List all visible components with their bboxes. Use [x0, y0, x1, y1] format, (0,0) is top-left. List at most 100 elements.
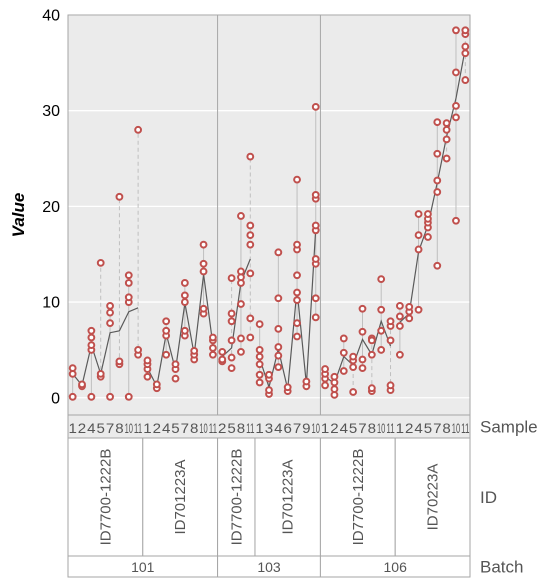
data-point — [68, 364, 77, 373]
sample-label: 5 — [424, 420, 433, 436]
data-point — [87, 341, 96, 350]
data-point — [180, 326, 189, 335]
sample-label: 2 — [78, 420, 87, 436]
sample-label: 11 — [246, 420, 255, 436]
data-point — [461, 26, 470, 35]
data-point — [162, 317, 171, 326]
id-cell — [217, 437, 256, 557]
data-point — [209, 350, 217, 359]
data-point — [227, 364, 236, 373]
data-point — [442, 125, 451, 134]
data-point — [358, 327, 367, 336]
data-point — [218, 347, 227, 356]
data-point — [461, 76, 470, 84]
sample-label: 1 — [255, 420, 264, 436]
data-point — [414, 210, 423, 218]
sample-label: 1 — [143, 420, 152, 436]
data-point — [199, 304, 208, 313]
sample-label: 10 — [452, 420, 461, 436]
data-point — [237, 334, 245, 343]
data-point — [414, 231, 423, 239]
data-point — [424, 233, 432, 241]
data-point — [96, 258, 105, 267]
id-label: ID7700-1222B — [228, 449, 245, 546]
data-point — [180, 298, 189, 306]
data-point — [452, 26, 460, 35]
data-point — [246, 221, 255, 230]
sample-label: 1 — [68, 420, 77, 436]
data-point — [152, 380, 161, 389]
data-point — [124, 279, 133, 287]
sample-label: 7 — [358, 420, 367, 436]
id-label: ID70223A — [425, 464, 442, 531]
data-point — [452, 68, 460, 77]
data-point — [424, 210, 432, 218]
data-point — [180, 279, 189, 287]
data-point — [255, 360, 264, 369]
sample-label: 8 — [237, 420, 246, 436]
sample-label: 10 — [125, 420, 134, 436]
data-point — [367, 350, 376, 359]
data-point — [405, 302, 414, 311]
sample-label: 8 — [190, 420, 199, 436]
y-tick-label: 40 — [42, 8, 60, 25]
id-cell — [319, 437, 396, 557]
data-point — [227, 353, 236, 362]
data-point — [339, 367, 348, 375]
data-point — [293, 319, 301, 328]
data-point — [237, 300, 245, 308]
data-point — [395, 322, 404, 330]
data-point — [143, 372, 152, 381]
data-point — [199, 259, 208, 268]
data-point — [395, 312, 404, 321]
data-point — [274, 248, 283, 257]
data-point — [162, 326, 171, 335]
data-point — [452, 216, 460, 225]
data-point — [209, 344, 217, 352]
data-point — [321, 365, 329, 373]
data-point — [349, 363, 358, 372]
sample-label: 2 — [330, 420, 339, 436]
sample-label: 2 — [405, 420, 414, 436]
data-point — [255, 378, 264, 387]
y-tick-label: 30 — [42, 103, 60, 120]
id-label: ID701223A — [172, 459, 189, 534]
data-point — [442, 135, 451, 144]
data-point — [87, 333, 96, 342]
sample-label: 5 — [171, 420, 180, 436]
data-point — [293, 296, 301, 305]
data-point — [358, 355, 367, 364]
data-point — [106, 319, 114, 328]
batch-label: 106 — [384, 559, 408, 575]
sample-label: 4 — [340, 420, 349, 436]
data-point — [349, 352, 358, 361]
data-point — [293, 288, 301, 297]
data-point — [433, 188, 442, 196]
data-point — [302, 377, 311, 386]
data-point — [246, 314, 255, 323]
data-point — [255, 320, 264, 328]
data-point — [190, 346, 199, 355]
data-point — [274, 351, 283, 360]
data-point — [87, 392, 96, 401]
data-point — [106, 302, 114, 310]
data-point — [227, 274, 236, 283]
data-point — [377, 275, 386, 284]
id-label: ID7700-1222B — [97, 449, 114, 546]
data-point — [180, 291, 189, 300]
data-point — [227, 309, 236, 318]
sample-label: 6 — [283, 420, 292, 436]
data-point — [171, 374, 180, 383]
data-point — [386, 336, 395, 345]
data-point — [171, 360, 180, 369]
sample-label: 4 — [162, 420, 171, 436]
data-point — [265, 370, 273, 379]
data-point — [321, 381, 329, 390]
data-point — [227, 317, 236, 326]
data-point — [414, 305, 423, 314]
data-point — [237, 347, 245, 356]
data-point — [386, 317, 395, 326]
data-point — [405, 314, 414, 323]
data-point — [237, 212, 245, 220]
sample-label: 9 — [302, 420, 311, 436]
